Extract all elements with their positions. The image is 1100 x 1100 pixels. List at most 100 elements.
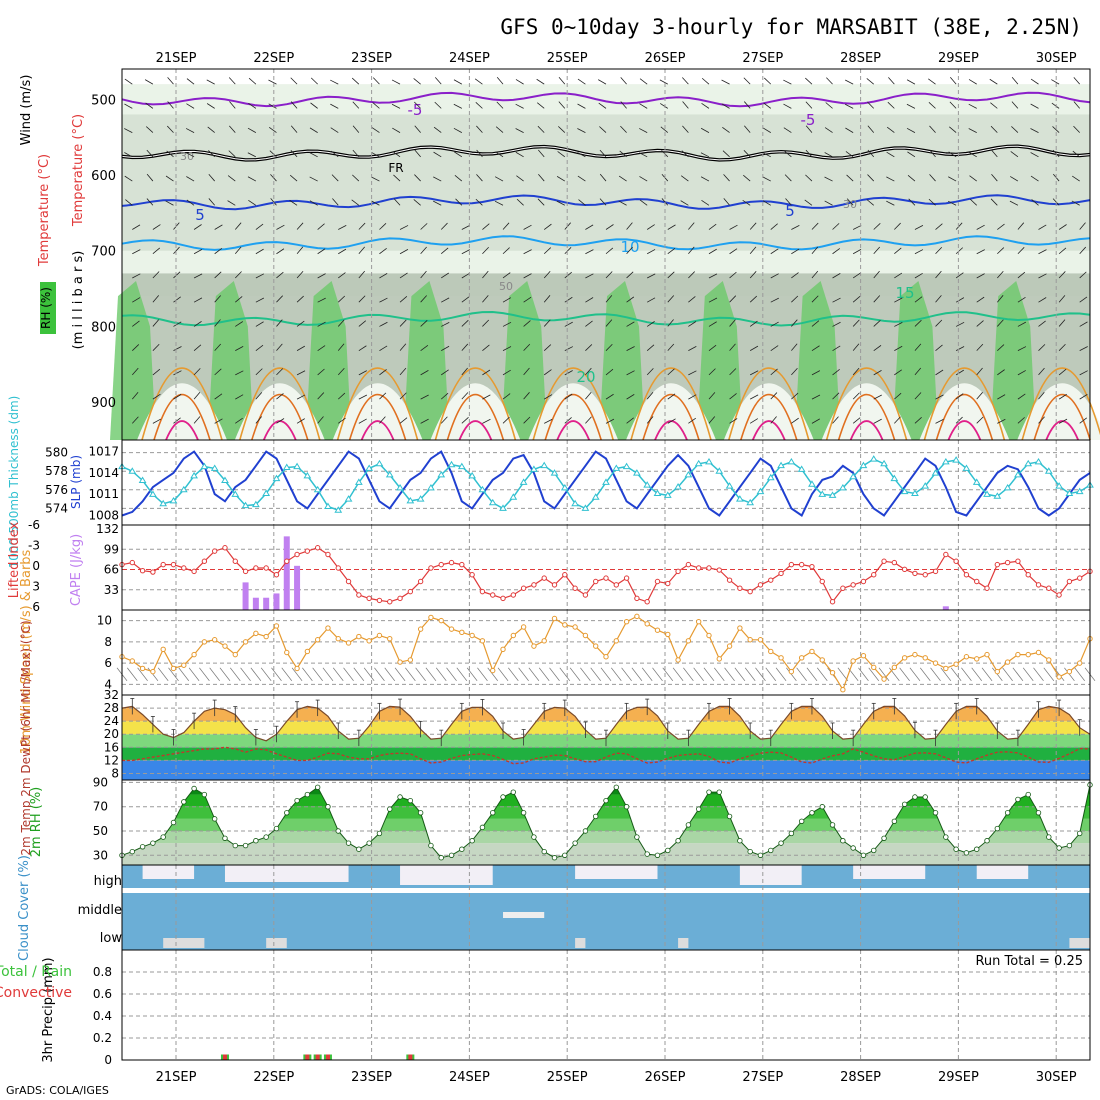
wind-speed-marker	[376, 632, 383, 639]
rh-tick-label: 50	[93, 824, 108, 838]
wind-barb	[969, 198, 977, 206]
rh-marker	[798, 818, 805, 824]
wind-barb	[1038, 416, 1045, 424]
bottom-date-label: 27SEP	[742, 1070, 783, 1085]
wind-speed-marker	[520, 624, 527, 630]
surface-wind-barb	[188, 667, 200, 682]
wind-barb	[955, 297, 965, 303]
surface-wind-barb	[837, 667, 849, 682]
surface-wind-barb	[240, 667, 251, 682]
wind-barb	[976, 367, 983, 376]
wind-barb	[310, 102, 318, 109]
top-date-label: 29SEP	[938, 51, 979, 66]
surface-wind-barb	[703, 667, 715, 682]
wind-tick-label: 6	[104, 656, 112, 670]
wind-speed-marker	[860, 652, 867, 659]
wind-barb	[928, 78, 936, 85]
wind-barb	[949, 126, 957, 133]
thickness-marker	[509, 493, 518, 500]
wind-barb	[247, 152, 257, 158]
wind-barb	[414, 174, 421, 182]
wind-barb	[289, 199, 298, 206]
wind-barb	[598, 102, 607, 109]
wind-barb	[379, 223, 387, 230]
temp-axis-label: 2m Temp 2m DewPt (6hr Min/Max) (°C)	[19, 620, 33, 855]
surface-wind-barb	[322, 667, 334, 682]
wind-barb	[152, 224, 161, 230]
lifted-index-marker	[623, 575, 630, 581]
isotherm-20-arc	[141, 367, 223, 441]
rh-marker	[284, 810, 290, 816]
rh-marker	[376, 830, 383, 837]
wind-barb	[721, 79, 730, 85]
rh-marker	[675, 838, 681, 844]
rh-marker	[325, 804, 331, 810]
top-date-label: 30SEP	[1036, 51, 1077, 66]
wind-barb	[620, 125, 627, 133]
surface-wind-barb	[497, 667, 509, 682]
wind-speed-marker	[325, 625, 331, 631]
wind-barb	[208, 173, 215, 182]
wind-barb	[762, 152, 771, 158]
rh-band-medium	[122, 114, 1090, 251]
cloud-level-label: high	[94, 874, 122, 889]
lifted-index-marker	[459, 561, 465, 568]
wind-barb	[929, 149, 936, 158]
isotherm-20-arc	[434, 367, 517, 441]
wind-barb	[661, 198, 669, 206]
wind-barb	[276, 248, 285, 255]
wind-barb	[474, 78, 483, 85]
wind-barb	[337, 392, 346, 400]
wind-speed-marker	[232, 651, 238, 658]
wind-barb	[1052, 198, 1060, 206]
wind-barb	[997, 369, 1005, 376]
wind-barb	[852, 272, 861, 279]
wind-barb	[770, 297, 779, 303]
wind-barb	[749, 345, 759, 352]
wind-barb	[269, 150, 277, 158]
wind-barb	[482, 246, 489, 255]
lifted-index-marker	[541, 575, 547, 581]
wind-barb	[414, 101, 421, 109]
isotherm-25-arc	[1033, 394, 1091, 441]
wind-barb	[764, 77, 772, 85]
cloud-cover-panel: high middle low Cloud Cover (%)	[17, 855, 1091, 961]
wind-barb	[420, 270, 427, 279]
rh-contour-label: 30	[843, 198, 857, 211]
rh-marker	[139, 844, 146, 850]
wind-barb	[688, 370, 697, 376]
wind-speed-marker	[654, 627, 661, 633]
thickness-marker	[941, 457, 950, 465]
wind-barb	[255, 368, 263, 376]
precip-axis-label: 3hr Precip (mm)	[41, 957, 56, 1062]
wind-barb	[523, 273, 532, 279]
lifted-index-marker	[520, 585, 527, 591]
wind-barb	[502, 247, 510, 255]
wind-barb	[296, 418, 305, 424]
wind-barb	[894, 392, 902, 400]
wind-barb	[646, 368, 654, 376]
wind-barb	[193, 224, 202, 230]
thickness-marker	[1014, 470, 1022, 478]
lifted-index-marker	[706, 565, 712, 571]
surface-wind-barb	[157, 667, 169, 682]
wind-barb	[391, 103, 401, 109]
wind-barb	[214, 418, 223, 424]
thickness-marker	[612, 464, 621, 471]
wind-barb	[805, 125, 813, 133]
wind-barb	[639, 103, 648, 109]
wind-barb	[894, 247, 902, 255]
wind-barb	[723, 198, 730, 206]
precip-legend-convective: Convective	[0, 985, 72, 1001]
surface-wind-barb	[199, 667, 210, 682]
wind-barb	[1030, 103, 1039, 109]
lifted-index-marker	[345, 578, 352, 585]
rh-marker	[850, 845, 856, 851]
wind-speed-marker	[551, 615, 558, 622]
wind-barb	[399, 296, 408, 303]
wind-barb	[515, 79, 524, 85]
wind-barb	[420, 223, 428, 230]
wind-barb	[708, 344, 717, 351]
isotherm-30-arc	[360, 420, 395, 441]
rh-marker	[304, 791, 311, 798]
